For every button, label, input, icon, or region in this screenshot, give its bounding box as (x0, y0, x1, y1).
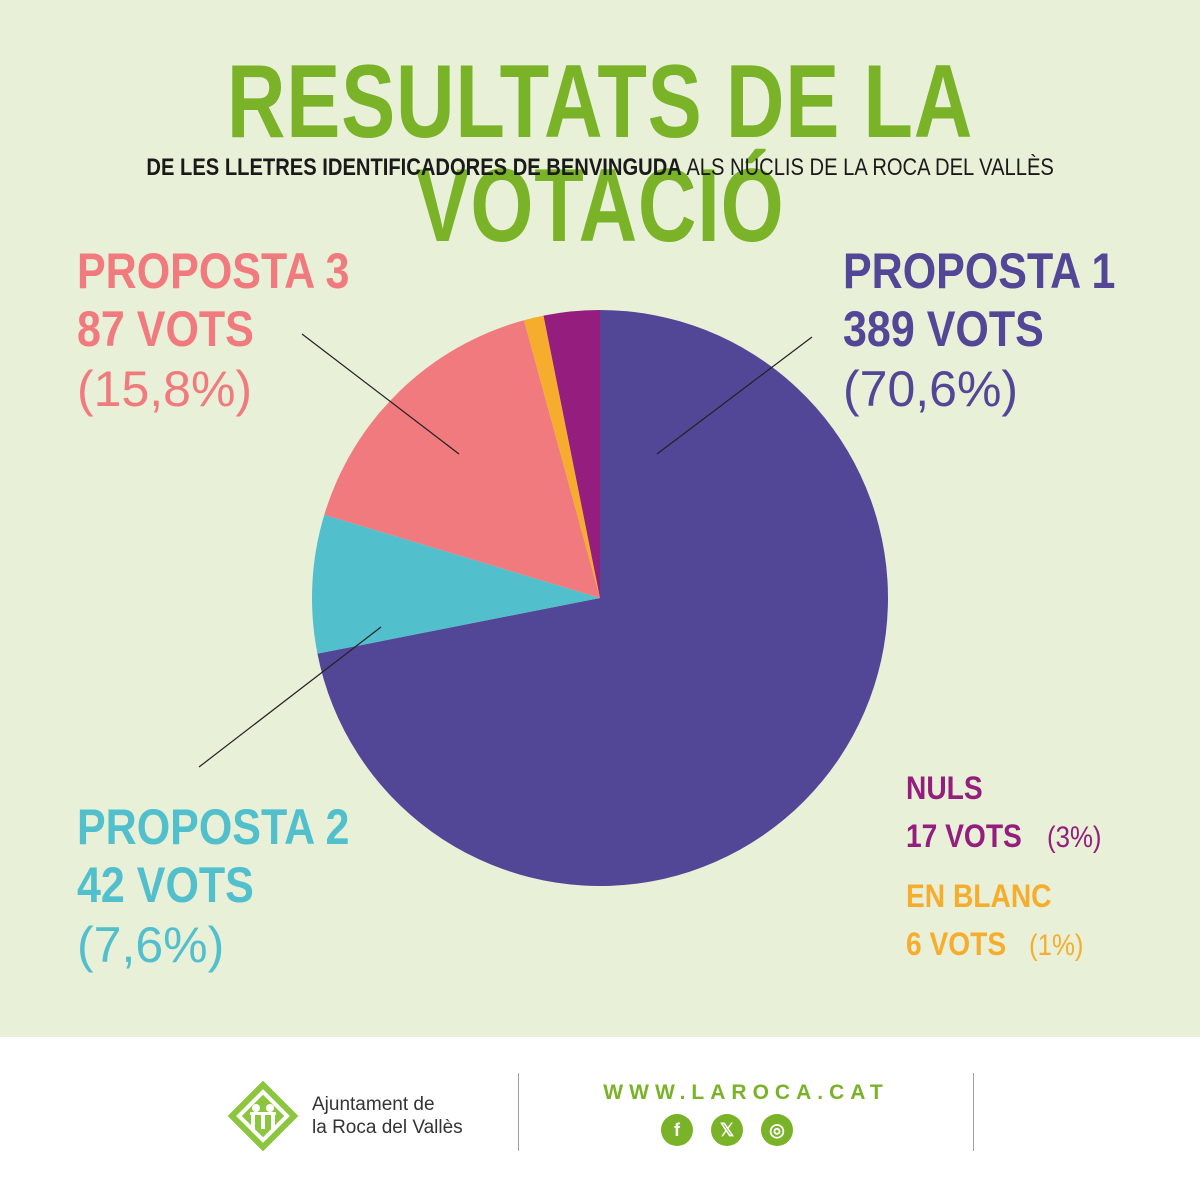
org-line-2: la Roca del Vallès (312, 1117, 463, 1138)
pie-slice-proposta-1 (317, 310, 888, 887)
x-icon[interactable]: 𝕏 (711, 1114, 743, 1146)
en-blanc-name: EN BLANC (906, 878, 1052, 914)
proposta-1-name: PROPOSTA 1 (843, 243, 1116, 299)
footer (0, 1037, 1200, 1200)
proposta-3-name: PROPOSTA 3 (77, 243, 350, 299)
ajuntament-logo-icon (227, 1080, 299, 1152)
label-en-blanc: EN BLANC 6 VOTS (1%) (906, 878, 1092, 977)
proposta-2-percent: (7,6%) (77, 917, 225, 973)
subtitle-rest: ALS NUCLIS DE LA ROCA DEL VALLÈS (686, 154, 1054, 181)
facebook-icon[interactable]: f (661, 1114, 693, 1146)
label-proposta-2: PROPOSTA 2 42 VOTS (7,6%) (77, 798, 394, 976)
pie-slice-nuls (543, 310, 600, 598)
leader-line-proposta-1 (656, 336, 813, 455)
proposta-2-name: PROPOSTA 2 (77, 799, 350, 855)
leader-line-proposta-2 (198, 626, 382, 768)
pie-slice-proposta-2 (312, 514, 600, 654)
footer-divider-left (518, 1073, 519, 1151)
instagram-icon[interactable]: ◎ (761, 1114, 793, 1146)
proposta-2-votes: 42 VOTS (77, 857, 254, 913)
label-proposta-1: PROPOSTA 1 389 VOTS (70,6%) (843, 242, 1160, 420)
organization-name: Ajuntament de la Roca del Vallès (312, 1093, 463, 1139)
leader-line-proposta-3 (301, 333, 460, 455)
en-blanc-percent: (1%) (1028, 929, 1084, 962)
subtitle-bold: DE LES LLETRES IDENTIFICADORES DE BENVIN… (146, 154, 682, 181)
page-subtitle: DE LES LLETRES IDENTIFICADORES DE BENVIN… (0, 153, 1200, 183)
pie-slice-en-blanc (523, 315, 600, 598)
pie-slice-proposta-3 (324, 320, 600, 598)
proposta-3-votes: 87 VOTS (77, 301, 254, 357)
footer-divider-right (973, 1073, 974, 1151)
en-blanc-votes: 6 VOTS (906, 926, 1007, 962)
nuls-name: NULS (906, 770, 983, 806)
nuls-percent: (3%) (1046, 821, 1101, 854)
pie-chart (198, 310, 888, 887)
proposta-3-percent: (15,8%) (77, 361, 253, 417)
page-title: RESULTATS DE LA VOTACIÓ (226, 44, 974, 264)
proposta-1-votes: 389 VOTS (843, 301, 1044, 357)
proposta-1-percent: (70,6%) (843, 361, 1019, 417)
nuls-votes: 17 VOTS (906, 818, 1022, 854)
label-nuls: NULS 17 VOTS (3%) (906, 770, 1110, 869)
website-link[interactable]: WWW.LAROCA.CAT (603, 1081, 889, 1104)
label-proposta-3: PROPOSTA 3 87 VOTS (15,8%) (77, 242, 394, 420)
org-line-1: Ajuntament de (312, 1094, 435, 1115)
